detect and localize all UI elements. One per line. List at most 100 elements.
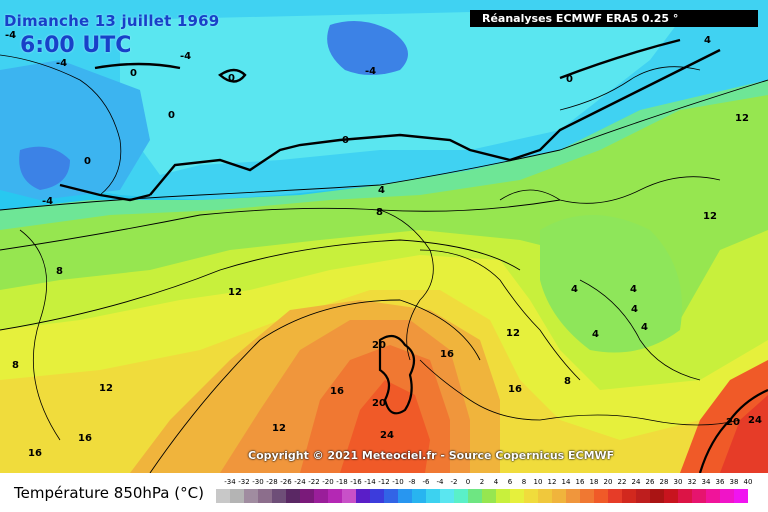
- contour-label: -4: [56, 58, 67, 69]
- contour-label: -4: [180, 51, 191, 62]
- color-scale-tick: 34: [701, 478, 711, 486]
- color-scale-tick: 26: [645, 478, 655, 486]
- source-banner: Réanalyses ECMWF ERA5 0.25 °: [470, 10, 758, 27]
- temperature-map: -4 -4 -4 -4 -4 0 0 0 0 0 0 4 4 4 4 4 4 4…: [0, 0, 768, 473]
- color-swatch: [328, 489, 342, 503]
- contour-label: 8: [376, 207, 383, 218]
- color-swatch: [356, 489, 370, 503]
- color-swatch: [370, 489, 384, 503]
- color-scale-tick: -12: [378, 478, 390, 486]
- contour-label: 20: [372, 398, 386, 409]
- contour-label: 4: [641, 322, 648, 333]
- legend-title: Température 850hPa (°C): [14, 484, 204, 502]
- color-swatch: [552, 489, 566, 503]
- contour-label: 8: [12, 360, 19, 371]
- color-swatch: [412, 489, 426, 503]
- color-swatch: [566, 489, 580, 503]
- isotherm-0-b: [59, 183, 151, 202]
- color-swatch: [678, 489, 692, 503]
- contour-label: 16: [28, 448, 42, 459]
- color-swatch: [580, 489, 594, 503]
- coastlines: [0, 54, 741, 441]
- contour-label: 4: [631, 304, 638, 315]
- contour-label: -4: [42, 196, 53, 207]
- color-swatch: [650, 489, 664, 503]
- color-swatch: [496, 489, 510, 503]
- color-swatch: [510, 489, 524, 503]
- color-scale-tick: 24: [631, 478, 641, 486]
- field-red-3: [720, 395, 768, 473]
- isotherm-16: [149, 299, 481, 473]
- color-swatch: [454, 489, 468, 503]
- color-swatch: [244, 489, 258, 503]
- color-swatch: [230, 489, 244, 503]
- isotherm-24: [378, 334, 416, 415]
- contour-label: 24: [748, 415, 762, 426]
- map-time: 6:00 UTC: [20, 33, 132, 58]
- color-scale-tick: -22: [308, 478, 320, 486]
- contour-label: 12: [99, 383, 113, 394]
- color-scale-tick: -6: [422, 478, 430, 486]
- color-swatch: [734, 489, 748, 503]
- color-scale-tick: -8: [408, 478, 416, 486]
- contour-label: 16: [78, 433, 92, 444]
- contour-label: 4: [592, 329, 599, 340]
- color-scale-tick: -28: [266, 478, 278, 486]
- color-scale-tick: -14: [364, 478, 376, 486]
- contour-label: 4: [378, 185, 385, 196]
- color-scale-tick: 2: [479, 478, 485, 486]
- color-swatch: [314, 489, 328, 503]
- contour-label: 0: [566, 74, 573, 85]
- color-swatch: [482, 489, 496, 503]
- color-swatch: [440, 489, 454, 503]
- contour-label: 20: [726, 417, 740, 428]
- map-date: Dimanche 13 juillet 1969: [4, 12, 220, 30]
- color-scale-tick: 8: [521, 478, 527, 486]
- field-cold-blue-3: [19, 146, 70, 190]
- contour-label: 4: [571, 284, 578, 295]
- contour-label: 0: [84, 156, 91, 167]
- field-light-cyan: [120, 10, 680, 175]
- color-scale-tick: -24: [294, 478, 306, 486]
- color-scale-tick: 40: [743, 478, 753, 486]
- contour-labels: -4 -4 -4 -4 -4 0 0 0 0 0 0 4 4 4 4 4 4 4…: [5, 30, 762, 459]
- color-scale-tick: -16: [350, 478, 362, 486]
- isotherm-24-b: [698, 388, 768, 473]
- isotherm-0-e: [559, 38, 681, 80]
- color-swatch: [664, 489, 678, 503]
- color-scale-tick: 22: [617, 478, 627, 486]
- color-swatch: [636, 489, 650, 503]
- color-scale-tick: -34: [224, 478, 236, 486]
- color-swatch: [398, 489, 412, 503]
- contour-label: 8: [564, 376, 571, 387]
- contour-label: 4: [630, 284, 637, 295]
- color-scale-tick: 30: [673, 478, 683, 486]
- color-swatch: [706, 489, 720, 503]
- isotherm-0-d: [218, 68, 247, 83]
- color-scale-tick: 4: [493, 478, 499, 486]
- isotherm-lines: [0, 38, 768, 473]
- contour-label: 0: [228, 73, 235, 84]
- color-swatch: [300, 489, 314, 503]
- color-swatch: [692, 489, 706, 503]
- contour-label: 0: [342, 135, 349, 146]
- color-scale-tick: -2: [450, 478, 458, 486]
- color-swatch: [258, 489, 272, 503]
- color-scale-tick: 12: [547, 478, 557, 486]
- isotherm-12: [0, 239, 521, 331]
- contour-label: 20: [372, 340, 386, 351]
- color-scale-tick: 36: [715, 478, 725, 486]
- color-scale-tick: 28: [659, 478, 669, 486]
- isotherm-4: [0, 79, 768, 211]
- field-green-pocket: [540, 215, 682, 353]
- contour-label: 12: [703, 211, 717, 222]
- color-scale-tick: 6: [507, 478, 513, 486]
- contour-label: 24: [380, 430, 394, 441]
- color-scale-tick: -20: [322, 478, 334, 486]
- color-swatch: [720, 489, 734, 503]
- contour-label: 4: [704, 35, 711, 46]
- contour-label: 0: [130, 68, 137, 79]
- contour-label: 0: [168, 110, 175, 121]
- isotherm-0: [149, 48, 721, 196]
- contour-label: 12: [506, 328, 520, 339]
